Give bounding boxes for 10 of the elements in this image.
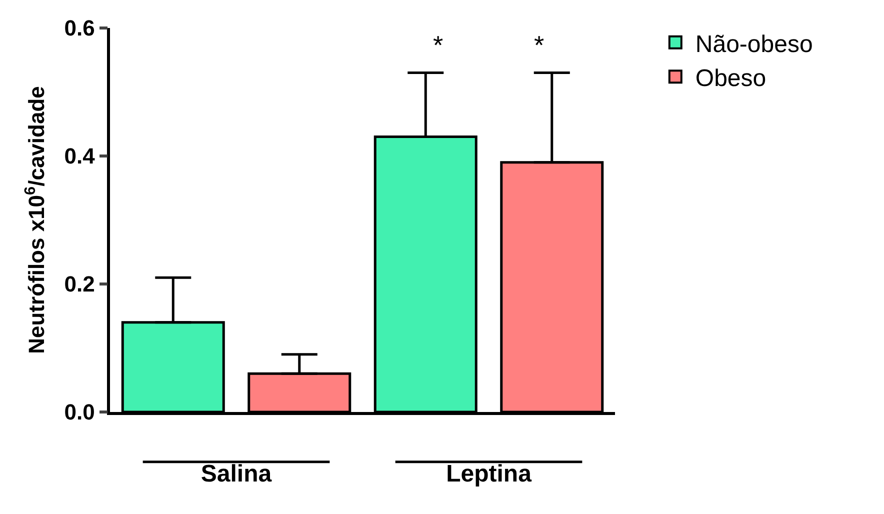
x-tick-label: Salina — [200, 460, 272, 488]
y-tick-label: 0.6 — [64, 16, 95, 41]
y-tick-label: 0.4 — [64, 144, 96, 169]
annotation: * — [433, 30, 444, 60]
x-tick-label: Leptina — [446, 460, 532, 488]
y-tick-label: 0.0 — [64, 400, 95, 425]
annotation: * — [534, 30, 544, 60]
legend-label: Obeso — [695, 64, 766, 92]
legend-label: Não-obeso — [695, 30, 813, 58]
y-tick-label: 0.2 — [64, 272, 95, 297]
